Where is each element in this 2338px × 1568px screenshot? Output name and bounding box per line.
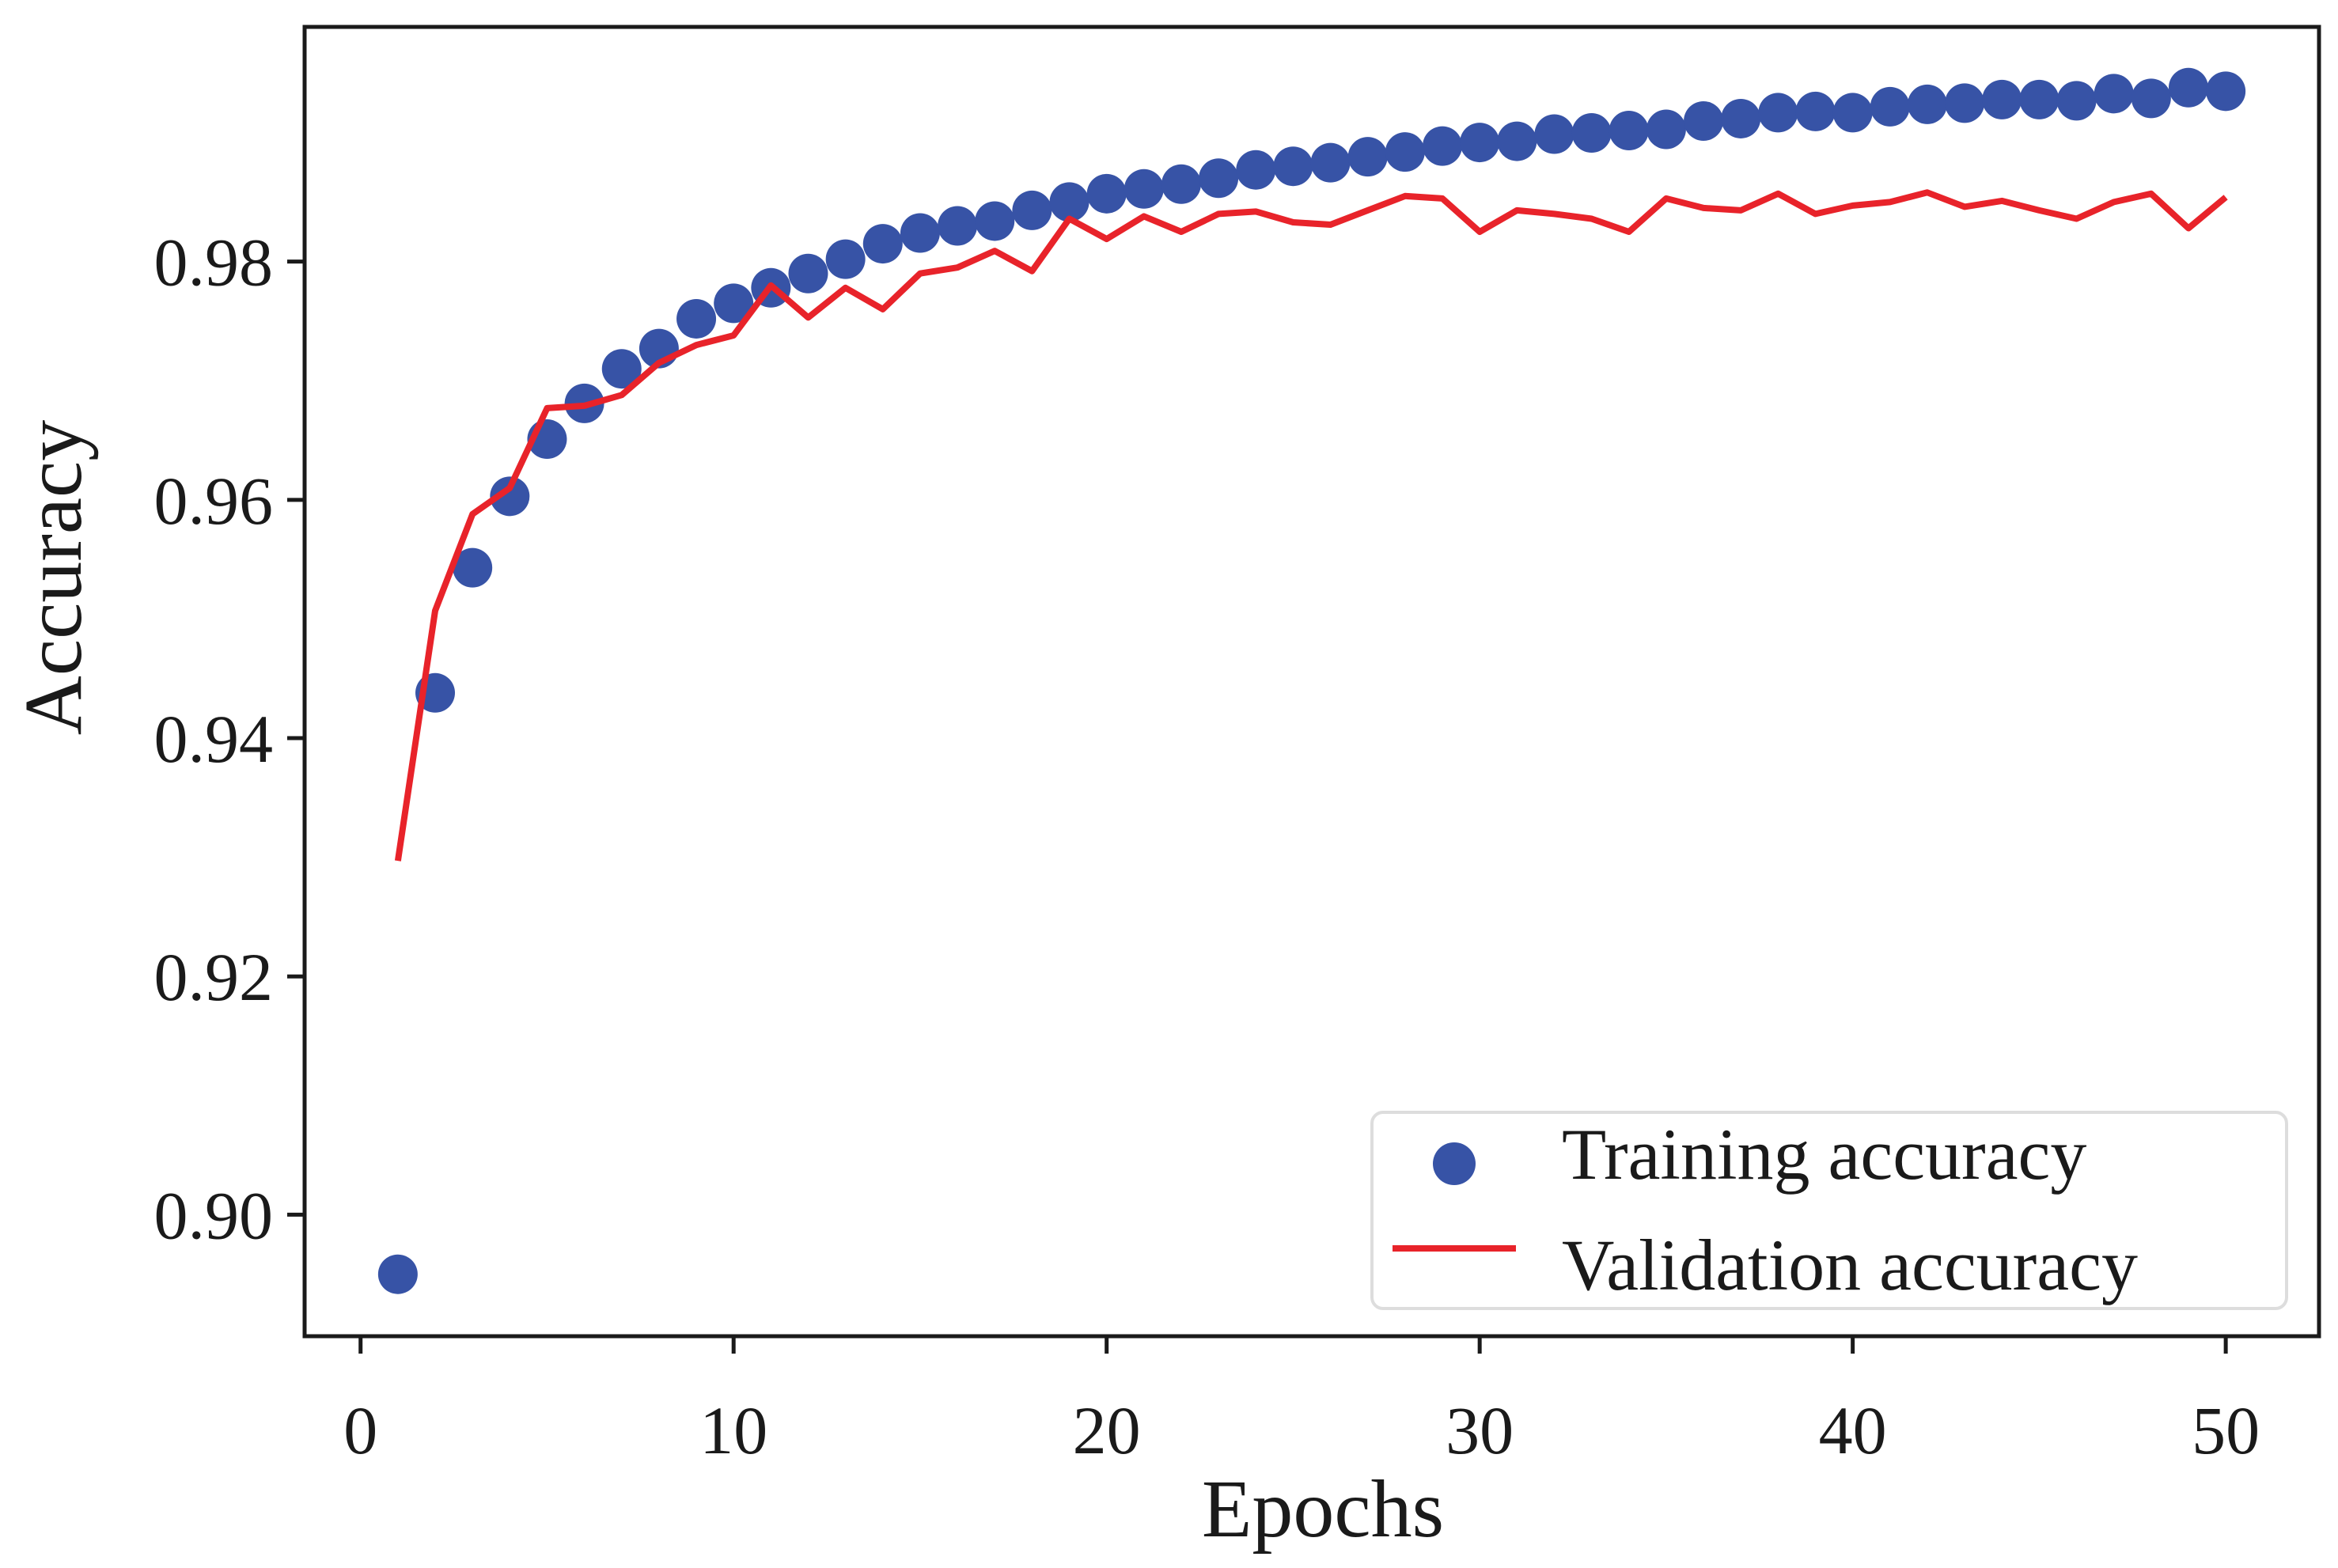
- y-axis-label: Accuracy: [8, 420, 99, 735]
- legend-label-validation: Validation accuracy: [1562, 1225, 2138, 1305]
- training-point: [1124, 169, 1164, 209]
- training-point: [1870, 86, 1910, 127]
- training-point: [1049, 182, 1089, 222]
- training-point: [676, 298, 717, 339]
- plot-area: [377, 67, 2246, 1294]
- training-point: [1236, 150, 1276, 190]
- training-point: [2056, 81, 2097, 121]
- plot-frame: [302, 25, 2321, 1339]
- y-tick-label: 0.94: [154, 701, 274, 777]
- training-point: [377, 1254, 418, 1294]
- training-point: [1423, 126, 1463, 166]
- training-point: [1534, 114, 1574, 154]
- training-point: [1646, 109, 1686, 150]
- y-tick-label: 0.90: [154, 1177, 274, 1253]
- x-tick-label: 20: [1073, 1392, 1141, 1468]
- training-point: [1945, 83, 1985, 123]
- training-point: [601, 349, 642, 389]
- legend-marker-training: [1433, 1142, 1476, 1185]
- training-point: [1609, 111, 1649, 151]
- training-point: [1347, 137, 1388, 177]
- training-point: [1273, 146, 1313, 187]
- x-tick-label: 50: [2192, 1392, 2260, 1468]
- x-axis-label: Epochs: [1202, 1464, 1444, 1555]
- y-axis-ticks: 0.90 0.92 0.94 0.96 0.98: [154, 225, 305, 1253]
- training-point: [1758, 93, 1798, 133]
- training-point: [1497, 121, 1537, 161]
- training-point: [1721, 98, 1761, 138]
- training-point: [1199, 158, 1239, 199]
- x-tick-label: 40: [1819, 1392, 1887, 1468]
- training-point: [1982, 79, 2022, 119]
- training-point: [2168, 67, 2208, 108]
- training-point: [1310, 142, 1351, 183]
- x-tick-label: 10: [699, 1392, 767, 1468]
- training-point: [453, 547, 493, 588]
- training-point: [1684, 100, 1724, 141]
- training-point: [2206, 71, 2246, 112]
- training-point: [900, 213, 940, 253]
- x-tick-label: 0: [343, 1392, 377, 1468]
- training-point: [938, 206, 978, 246]
- y-tick-label: 0.98: [154, 225, 274, 301]
- training-point: [825, 239, 866, 279]
- training-point: [490, 476, 530, 517]
- training-point: [1907, 84, 1947, 124]
- training-point: [1385, 132, 1425, 172]
- y-tick-label: 0.92: [154, 939, 274, 1015]
- training-point: [2131, 78, 2171, 119]
- training-point: [1161, 164, 1201, 204]
- legend-label-training: Training accuracy: [1562, 1114, 2086, 1195]
- training-point: [714, 283, 754, 324]
- training-point: [1012, 190, 1052, 230]
- training-point: [2019, 79, 2059, 119]
- training-point: [1571, 113, 1612, 153]
- training-point: [1086, 173, 1127, 214]
- x-tick-label: 30: [1446, 1392, 1514, 1468]
- training-point: [1795, 91, 1836, 131]
- training-point: [975, 201, 1015, 241]
- training-point: [862, 224, 903, 264]
- validation-accuracy-line: [394, 189, 2228, 862]
- training-accuracy-series: [377, 67, 2246, 1294]
- x-axis-ticks: 0 10 20 30 40 50: [343, 1336, 2260, 1468]
- training-point: [2094, 74, 2134, 114]
- training-point: [1460, 123, 1500, 163]
- training-point: [1832, 93, 1873, 133]
- training-point: [788, 253, 828, 294]
- y-tick-label: 0.96: [154, 463, 274, 539]
- legend-box: [1370, 1111, 2288, 1310]
- legend: Training accuracy Validation accuracy: [1370, 1111, 2288, 1310]
